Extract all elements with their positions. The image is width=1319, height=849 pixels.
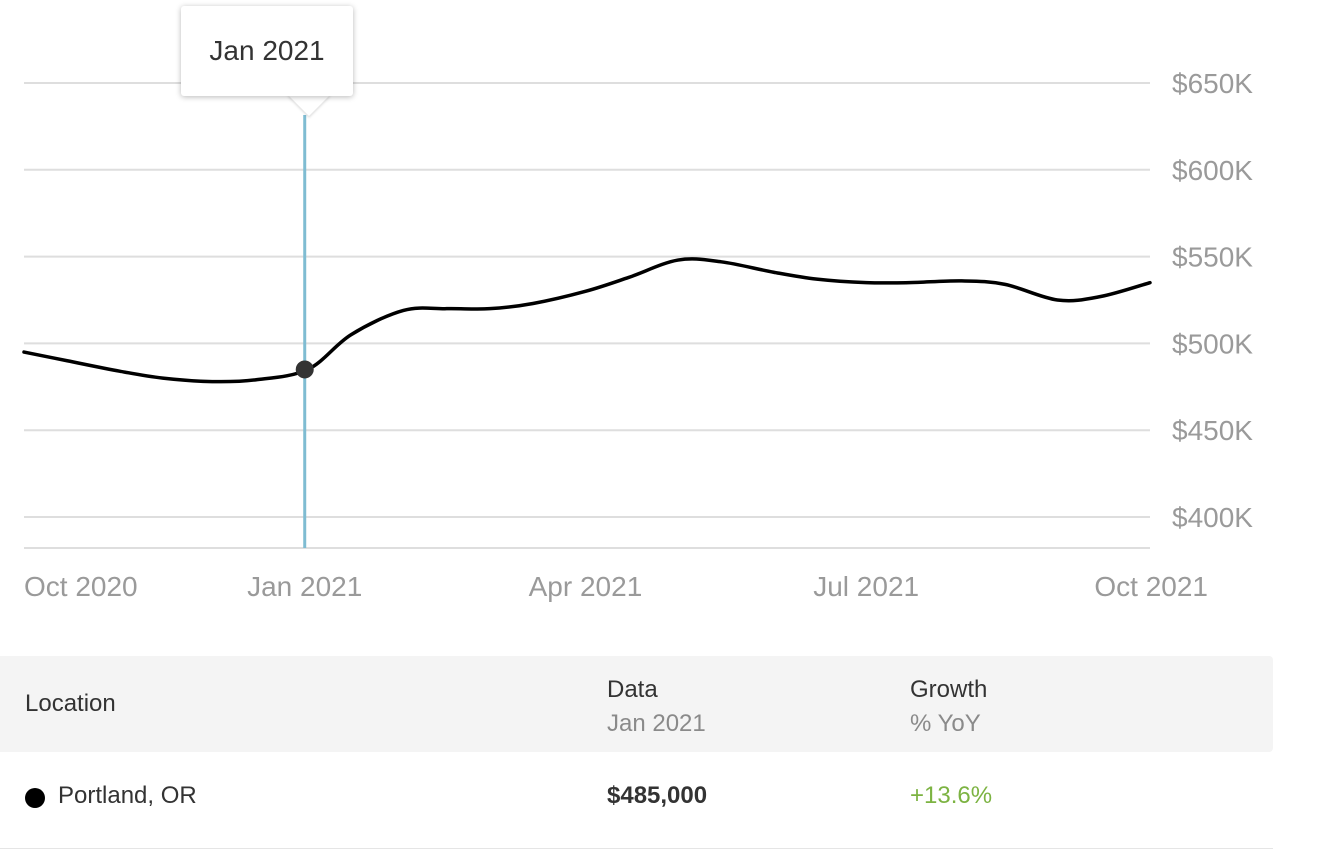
data-header: Data Jan 2021 [607,676,706,738]
series-line-portland[interactable] [22,257,1152,384]
tooltip-arrow [287,94,331,116]
data-header-sub: Jan 2021 [607,710,706,737]
growth-header-label: Growth [910,676,988,703]
grid-layer [24,82,1150,549]
date-tooltip: Jan 2021 [181,6,353,96]
row-location: Portland, OR [58,782,197,809]
data-table: Location Data Jan 2021 Growth % YoY Port… [0,656,1273,849]
row-value: $485,000 [607,782,708,809]
hover-point[interactable] [295,360,314,379]
series-color-dot [25,788,45,808]
y-axis: $650K $600K $550K $500K $450K $400K [1172,68,1253,533]
x-tick-label: Jul 2021 [813,571,919,602]
y-tick-label: $450K [1172,415,1253,446]
y-tick-label: $600K [1172,155,1253,186]
x-tick-label: Jan 2021 [247,571,362,602]
x-axis: Oct 2020 Jan 2021 Apr 2021 Jul 2021 Oct 2021 [24,571,1208,602]
x-tick-label: Apr 2021 [529,571,643,602]
location-header: Location [25,690,116,717]
growth-header: Growth % YoY [910,676,987,738]
y-tick-label: $650K [1172,68,1253,99]
tooltip-label: Jan 2021 [209,35,325,66]
y-tick-label: $400K [1172,502,1253,533]
x-tick-label: Oct 2020 [24,571,138,602]
table-row[interactable]: Portland, OR $485,000 +13.6% [0,752,1273,849]
growth-header-sub: % YoY [910,710,981,737]
line-chart: $650K $600K $550K $500K $450K $400K Oct 2020 J… [22,68,1253,602]
x-tick-label: Oct 2021 [1094,571,1208,602]
y-tick-label: $500K [1172,328,1253,359]
table-header: Location Data Jan 2021 Growth % YoY [0,656,1273,752]
data-header-label: Data [607,676,658,703]
row-growth: +13.6% [910,782,993,809]
y-tick-label: $550K [1172,242,1253,273]
